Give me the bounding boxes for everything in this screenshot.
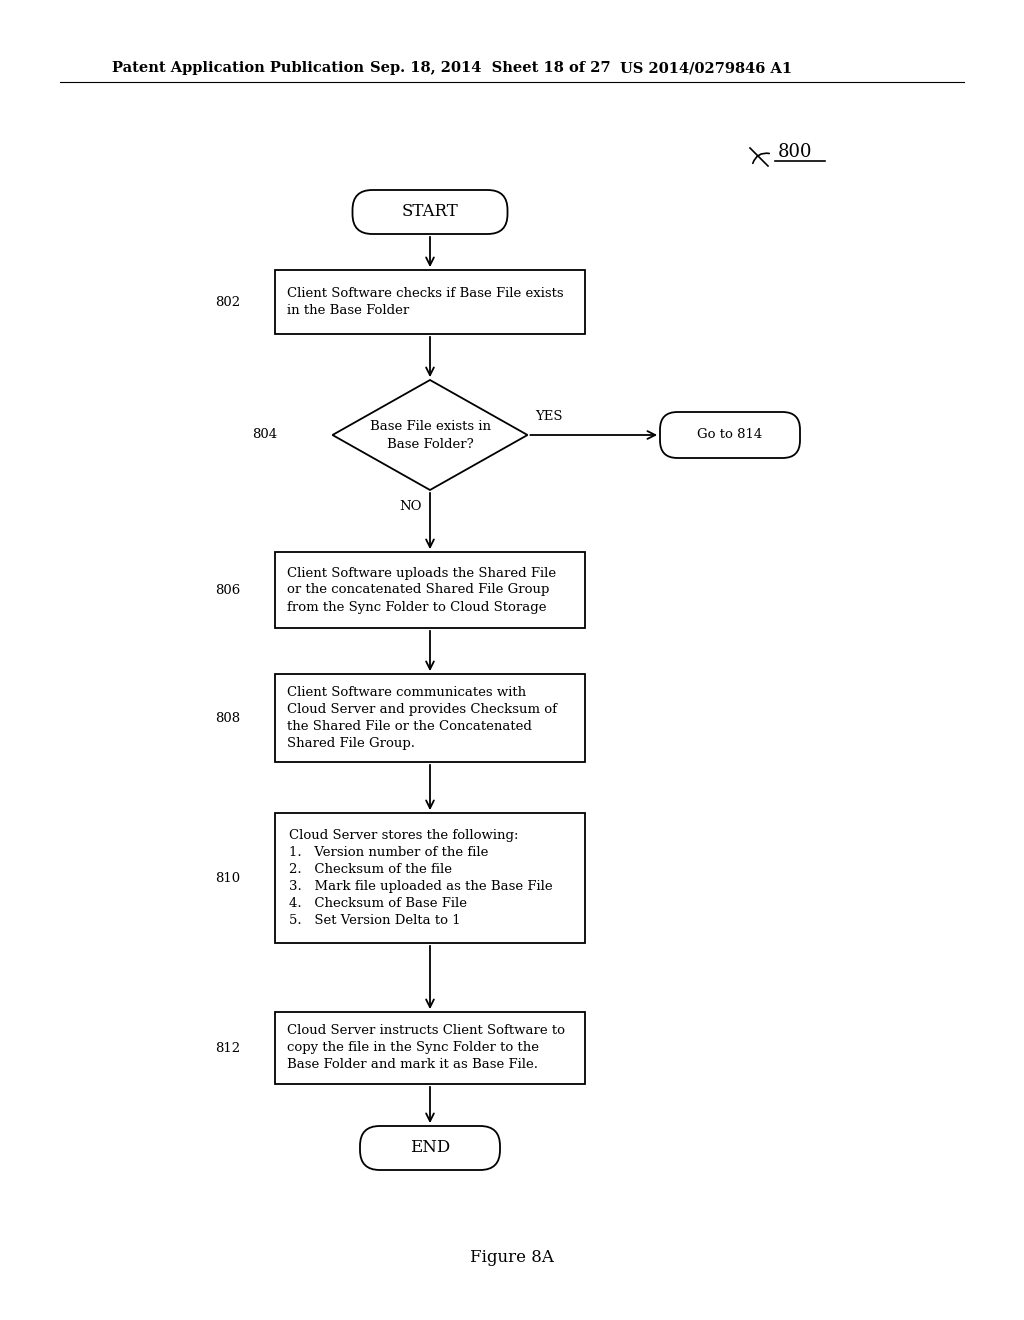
Text: 800: 800: [778, 143, 812, 161]
FancyBboxPatch shape: [660, 412, 800, 458]
Bar: [275, 552, 585, 628]
Text: Base File exists in
Base Folder?: Base File exists in Base Folder?: [370, 420, 490, 450]
Text: Patent Application Publication: Patent Application Publication: [112, 61, 364, 75]
Text: NO: NO: [399, 500, 422, 513]
Bar: [275, 675, 585, 762]
Text: US 2014/0279846 A1: US 2014/0279846 A1: [620, 61, 793, 75]
Text: Client Software checks if Base File exists
in the Base Folder: Client Software checks if Base File exis…: [287, 286, 563, 317]
Text: Client Software communicates with
Cloud Server and provides Checksum of
the Shar: Client Software communicates with Cloud …: [287, 686, 557, 750]
Text: 806: 806: [215, 583, 240, 597]
Text: 802: 802: [215, 296, 240, 309]
FancyBboxPatch shape: [352, 190, 508, 234]
Text: Cloud Server instructs Client Software to
copy the file in the Sync Folder to th: Cloud Server instructs Client Software t…: [287, 1024, 565, 1072]
Text: Figure 8A: Figure 8A: [470, 1250, 554, 1266]
Text: Client Software uploads the Shared File
or the concatenated Shared File Group
fr: Client Software uploads the Shared File …: [287, 566, 556, 614]
Text: 804: 804: [252, 429, 278, 441]
Text: Sep. 18, 2014  Sheet 18 of 27: Sep. 18, 2014 Sheet 18 of 27: [370, 61, 610, 75]
Text: Go to 814: Go to 814: [697, 429, 763, 441]
Bar: [275, 271, 585, 334]
FancyBboxPatch shape: [360, 1126, 500, 1170]
Text: 810: 810: [215, 871, 240, 884]
Text: END: END: [410, 1139, 451, 1156]
Text: Cloud Server stores the following:
1.   Version number of the file
2.   Checksum: Cloud Server stores the following: 1. Ve…: [289, 829, 553, 927]
Text: 808: 808: [215, 711, 240, 725]
Polygon shape: [333, 380, 527, 490]
Bar: [275, 1012, 585, 1084]
Text: START: START: [401, 203, 459, 220]
Text: 812: 812: [215, 1041, 240, 1055]
Text: YES: YES: [536, 411, 563, 422]
Bar: [275, 813, 585, 942]
